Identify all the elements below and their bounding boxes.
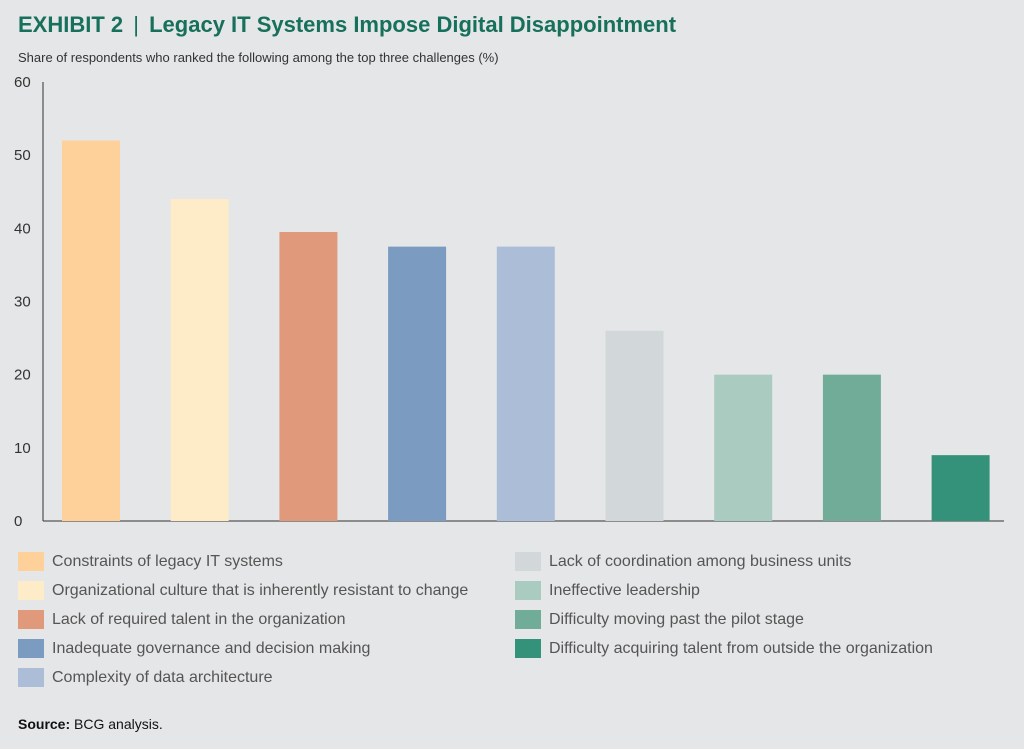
legend-label: Difficulty moving past the pilot stage bbox=[549, 610, 804, 628]
chart-subtitle: Share of respondents who ranked the foll… bbox=[18, 50, 499, 65]
chart-legend: Constraints of legacy IT systems Organiza… bbox=[18, 552, 1008, 702]
legend-item: Constraints of legacy IT systems bbox=[18, 552, 283, 571]
exhibit-label: EXHIBIT 2 bbox=[18, 12, 124, 37]
bar-chart: 0 10 20 30 40 50 60 bbox=[14, 74, 1004, 530]
bar bbox=[170, 199, 229, 522]
legend-item: Inadequate governance and decision makin… bbox=[18, 639, 370, 658]
legend-swatch bbox=[515, 552, 541, 571]
legend-swatch bbox=[18, 668, 44, 687]
title-separator: | bbox=[133, 12, 139, 37]
legend-swatch bbox=[515, 610, 541, 629]
bar bbox=[388, 246, 447, 521]
legend-item: Difficulty acquiring talent from outside… bbox=[515, 639, 933, 658]
title-text: Legacy IT Systems Impose Digital Disappo… bbox=[149, 12, 677, 37]
bar bbox=[496, 246, 555, 521]
bar bbox=[279, 231, 338, 521]
bar bbox=[931, 455, 990, 521]
legend-item: Difficulty moving past the pilot stage bbox=[515, 610, 804, 629]
bar bbox=[62, 140, 120, 521]
legend-label: Lack of coordination among business unit… bbox=[549, 552, 852, 570]
legend-label: Lack of required talent in the organizat… bbox=[52, 610, 346, 628]
legend-label: Complexity of data architecture bbox=[52, 668, 273, 686]
bar bbox=[714, 374, 773, 521]
legend-item: Lack of coordination among business unit… bbox=[515, 552, 851, 571]
legend-swatch bbox=[18, 610, 44, 629]
source-label: Source: bbox=[18, 716, 71, 732]
bar bbox=[605, 330, 664, 521]
legend-label: Organizational culture that is inherentl… bbox=[52, 581, 469, 599]
legend-label: Difficulty acquiring talent from outside… bbox=[549, 639, 933, 657]
bar bbox=[822, 374, 881, 521]
source-note: Source: BCG analysis. bbox=[18, 716, 163, 732]
y-tick-label: 60 bbox=[14, 74, 31, 91]
legend-label: Inadequate governance and decision makin… bbox=[52, 639, 371, 657]
source-text: BCG analysis. bbox=[70, 716, 163, 732]
y-tick-label: 0 bbox=[14, 513, 22, 530]
legend-swatch bbox=[18, 639, 44, 658]
y-tick-label: 30 bbox=[14, 294, 31, 311]
legend-swatch bbox=[515, 639, 541, 658]
legend-item: Organizational culture that is inherentl… bbox=[18, 581, 468, 600]
y-tick-label: 40 bbox=[14, 220, 31, 237]
legend-item: Complexity of data architecture bbox=[18, 668, 273, 687]
y-tick-label: 20 bbox=[14, 367, 31, 384]
legend-label: Ineffective leadership bbox=[549, 581, 700, 599]
y-tick-label: 10 bbox=[14, 440, 31, 457]
legend-item: Lack of required talent in the organizat… bbox=[18, 610, 346, 629]
legend-swatch bbox=[515, 581, 541, 600]
y-tick-label: 50 bbox=[14, 147, 31, 164]
legend-item: Ineffective leadership bbox=[515, 581, 700, 600]
legend-label: Constraints of legacy IT systems bbox=[52, 552, 283, 570]
chart-title: EXHIBIT 2 | Legacy IT Systems Impose Dig… bbox=[18, 12, 676, 38]
legend-swatch bbox=[18, 552, 44, 571]
legend-swatch bbox=[18, 581, 44, 600]
